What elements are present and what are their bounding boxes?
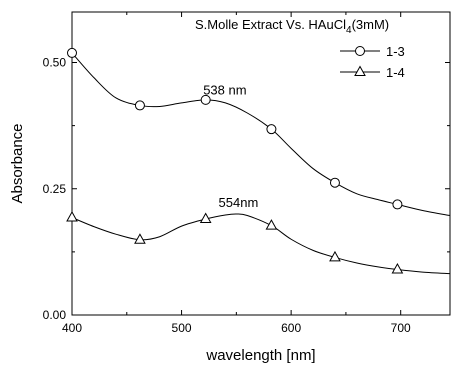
x-tick-label: 600 bbox=[281, 321, 301, 335]
data-point-circle bbox=[392, 199, 403, 210]
peak-annotation-554: 554nm bbox=[219, 195, 259, 210]
data-point-circle bbox=[329, 177, 340, 188]
legend-item-1-3: 1-3 bbox=[340, 44, 405, 59]
data-point-circle bbox=[266, 124, 277, 135]
legend-marker-circle bbox=[355, 46, 365, 56]
series-line-1-4 bbox=[71, 213, 451, 275]
plot-frame bbox=[71, 11, 451, 316]
legend-item-1-4: 1-4 bbox=[340, 65, 405, 80]
x-axis-title: wavelength [nm] bbox=[205, 347, 315, 364]
data-point-triangle bbox=[391, 263, 404, 274]
data-point-circle bbox=[200, 94, 211, 105]
data-point-circle bbox=[67, 47, 77, 58]
x-tick-label: 400 bbox=[62, 321, 82, 335]
data-point-circle bbox=[134, 100, 145, 111]
legend-title: S.Molle Extract Vs. HAuCl4(3mM) bbox=[195, 17, 389, 36]
series-layer bbox=[66, 47, 451, 275]
legend-label-1-3: 1-3 bbox=[386, 44, 405, 59]
data-point-triangle bbox=[199, 212, 212, 224]
data-point-triangle bbox=[66, 211, 78, 222]
legend-marker-triangle bbox=[354, 65, 366, 76]
axis-ticks: 400 500 600 700 0.00 0.25 0.50 bbox=[43, 12, 450, 335]
x-tick-label: 500 bbox=[172, 321, 192, 335]
data-point-triangle bbox=[329, 250, 341, 262]
legend-title-subscript: 4 bbox=[346, 25, 352, 36]
data-point-triangle bbox=[265, 219, 278, 230]
data-point-triangle bbox=[134, 233, 146, 244]
legend-label-1-4: 1-4 bbox=[386, 65, 405, 80]
y-tick-label: 0.25 bbox=[43, 182, 67, 196]
y-axis-title: Absorbance bbox=[9, 123, 26, 203]
legend: S.Molle Extract Vs. HAuCl4(3mM) 1-3 1-4 bbox=[195, 17, 405, 80]
y-tick-label: 0.00 bbox=[43, 308, 67, 322]
y-tick-label: 0.50 bbox=[43, 56, 67, 70]
x-tick-label: 700 bbox=[391, 321, 411, 335]
peak-annotation-538: 538 nm bbox=[203, 82, 246, 97]
